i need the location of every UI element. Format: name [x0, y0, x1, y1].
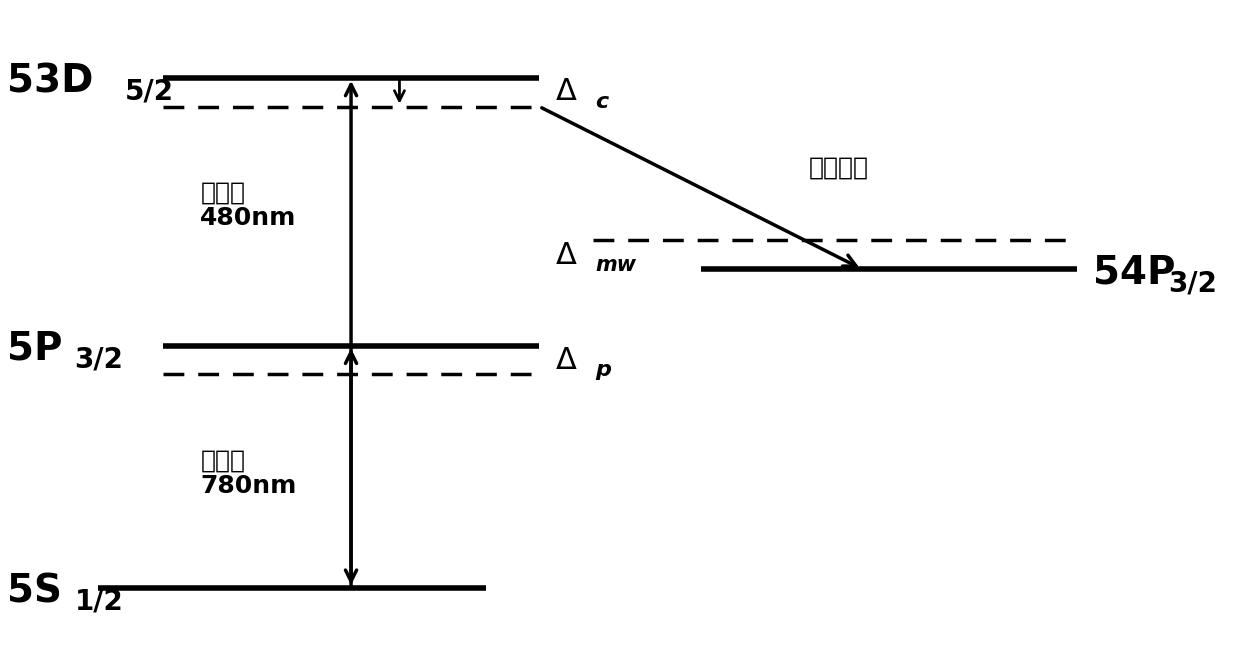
Text: 探测光: 探测光: [201, 449, 246, 472]
Text: $\Delta$: $\Delta$: [556, 346, 578, 375]
Text: p: p: [595, 360, 611, 381]
Text: 耦合光: 耦合光: [201, 181, 246, 204]
Text: 5P: 5P: [6, 330, 62, 368]
Text: 3/2: 3/2: [74, 345, 124, 374]
Text: 54P: 54P: [1094, 253, 1176, 291]
Text: 780nm: 780nm: [201, 474, 296, 498]
Text: $\Delta$: $\Delta$: [556, 240, 578, 270]
Text: 480nm: 480nm: [201, 206, 296, 230]
Text: 5/2: 5/2: [125, 78, 174, 106]
Text: 微波信号: 微波信号: [808, 155, 868, 179]
Text: mw: mw: [595, 255, 636, 276]
Text: 53D: 53D: [6, 62, 93, 100]
Text: 1/2: 1/2: [74, 588, 123, 616]
Text: 5S: 5S: [6, 572, 62, 610]
Text: 3/2: 3/2: [1168, 269, 1218, 297]
Text: $\Delta$: $\Delta$: [556, 78, 578, 106]
Text: c: c: [595, 92, 609, 112]
